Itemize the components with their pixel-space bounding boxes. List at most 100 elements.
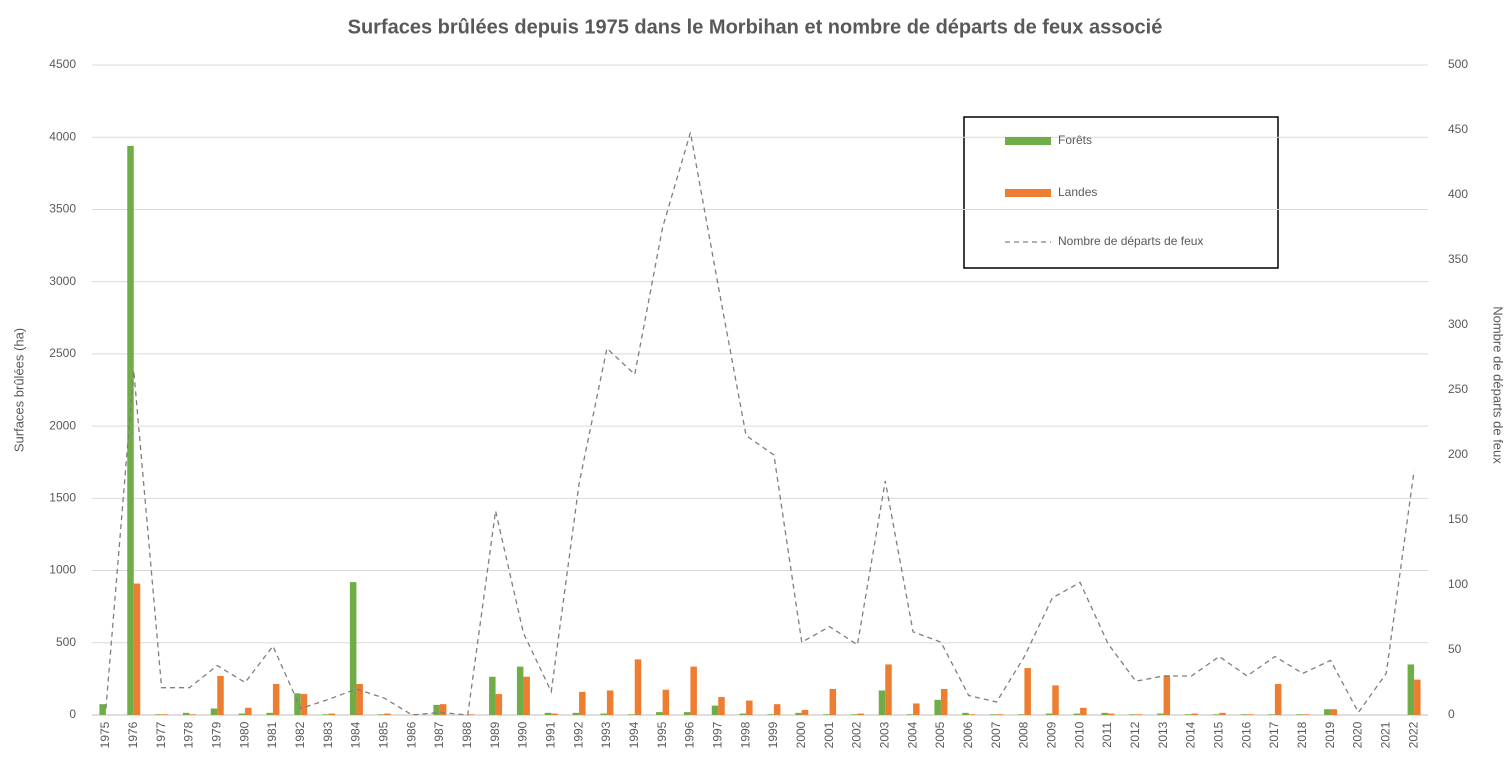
bar [1017,714,1025,715]
x-tick-label: 1995 [655,721,669,748]
bar [634,659,642,715]
bar [127,145,134,715]
y2-tick-label: 0 [1448,707,1455,721]
bar [266,712,273,715]
bar [133,583,141,715]
bar [968,714,976,715]
y2-tick-label: 450 [1448,122,1468,136]
bar [1414,679,1421,715]
bar [551,713,558,715]
x-tick-label: 1996 [683,721,697,748]
bar [600,713,607,715]
bar [1080,707,1087,715]
bar [1135,714,1143,715]
bar [245,707,252,715]
bar [1247,714,1254,715]
x-tick-label: 2009 [1044,721,1058,748]
y2-tick-label: 150 [1448,512,1468,526]
x-tick-label: 1998 [738,721,752,748]
legend-label: Nombre de départs de feux [1058,234,1203,248]
x-tick-label: 1988 [460,721,474,748]
bar [377,714,385,715]
bar [1191,713,1198,715]
bar [1219,712,1226,715]
y-tick-label: 2000 [49,418,76,432]
bar [1324,709,1331,715]
x-tick-label: 2010 [1072,721,1086,748]
x-tick-label: 1981 [265,721,279,748]
x-tick-label: 2005 [933,721,947,748]
x-tick-label: 1980 [237,721,251,748]
x-tick-label: 2019 [1323,721,1337,748]
bar [439,704,447,715]
bar [182,712,190,715]
x-tick-label: 2022 [1406,721,1420,748]
bar [1268,714,1275,715]
x-tick-label: 1984 [349,721,363,748]
bar [1184,714,1192,715]
x-tick-label: 2013 [1156,721,1170,748]
bar [801,709,809,715]
bar [690,666,697,715]
x-tick-label: 2003 [877,721,891,748]
x-tick-label: 2000 [794,721,808,748]
bar [384,713,391,715]
x-tick-label: 2015 [1211,721,1225,748]
y2-tick-label: 300 [1448,317,1468,331]
chart-title: Surfaces brûlées depuis 1975 dans le Mor… [348,16,1163,38]
bar [606,690,614,715]
bar [155,714,162,715]
bar [161,714,169,715]
x-tick-label: 1989 [488,721,502,748]
x-tick-label: 2020 [1351,721,1365,748]
bar [210,708,218,715]
x-tick-label: 1986 [404,721,418,748]
bar [683,712,691,715]
bar [857,713,864,715]
bar [322,714,329,715]
bar [1407,664,1415,715]
bar [272,683,280,715]
bar [795,712,802,715]
bar [990,714,997,715]
x-tick-label: 2004 [905,721,919,748]
y2-tick-label: 400 [1448,187,1468,201]
bar [885,664,892,715]
x-tick-label: 1976 [126,721,140,748]
x-tick-label: 2016 [1239,721,1253,748]
bar [489,676,496,715]
bar [1052,685,1059,715]
bar [913,703,920,715]
y-tick-label: 1000 [49,563,76,577]
bar [656,712,663,715]
x-tick-label: 1993 [599,721,613,748]
x-tick-label: 2006 [961,721,975,748]
y2-tick-label: 100 [1448,577,1468,591]
bar [1107,713,1115,715]
bar [1045,713,1053,715]
y-tick-label: 4500 [49,57,76,71]
x-tick-label: 2021 [1378,721,1392,748]
bar [1274,683,1282,715]
bar [516,666,524,715]
x-tick-label: 2012 [1128,721,1142,748]
x-tick-label: 1991 [543,721,557,748]
bar [1073,713,1081,715]
bar [962,712,969,715]
y2-tick-label: 250 [1448,382,1468,396]
bar [1240,714,1248,715]
bar [467,714,475,715]
x-tick-label: 2018 [1295,721,1309,748]
bar [238,713,246,715]
y-tick-label: 0 [69,707,76,721]
x-tick-label: 1987 [432,721,446,748]
bar [99,704,106,715]
legend-label: Forêts [1058,133,1092,147]
bar [328,713,336,715]
x-tick-label: 1983 [321,721,335,748]
bar [217,676,224,715]
x-tick-label: 1985 [376,721,390,748]
y-tick-label: 1500 [49,491,76,505]
bar [544,712,552,715]
